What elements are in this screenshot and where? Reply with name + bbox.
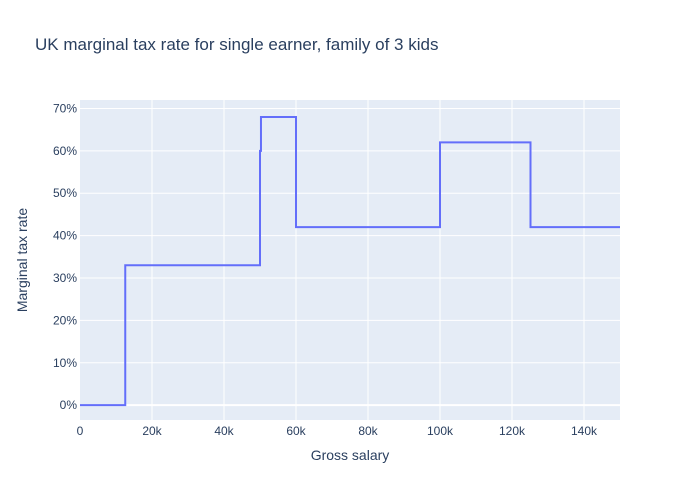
- y-tick-label: 40%: [53, 229, 77, 243]
- x-tick-label: 140k: [571, 424, 598, 438]
- chart-title: UK marginal tax rate for single earner, …: [35, 35, 438, 54]
- plot-background: [80, 100, 620, 420]
- y-tick-label: 30%: [53, 271, 77, 285]
- x-tick-label: 100k: [427, 424, 454, 438]
- x-tick-label: 120k: [499, 424, 526, 438]
- x-axis-title: Gross salary: [311, 447, 390, 463]
- series-group: [80, 115, 620, 407]
- x-tick-label: 0: [77, 424, 84, 438]
- x-tick-label: 40k: [214, 424, 234, 438]
- x-tick-label: 60k: [286, 424, 306, 438]
- x-tick-labels: 0 20k 40k 60k 80k 100k 120k 140k: [77, 424, 598, 438]
- y-tick-label: 60%: [53, 144, 77, 158]
- y-tick-label: 70%: [53, 101, 77, 115]
- y-axis-title: Marginal tax rate: [14, 208, 30, 312]
- y-tick-labels: 0% 10% 20% 30% 40% 50% 60% 70%: [53, 101, 77, 412]
- x-tick-label: 20k: [142, 424, 162, 438]
- x-tick-label: 80k: [358, 424, 378, 438]
- y-tick-label: 20%: [53, 313, 77, 327]
- y-tick-label: 50%: [53, 186, 77, 200]
- y-tick-label: 10%: [53, 356, 77, 370]
- series-line-0: [80, 115, 620, 407]
- y-tick-label: 0%: [60, 398, 78, 412]
